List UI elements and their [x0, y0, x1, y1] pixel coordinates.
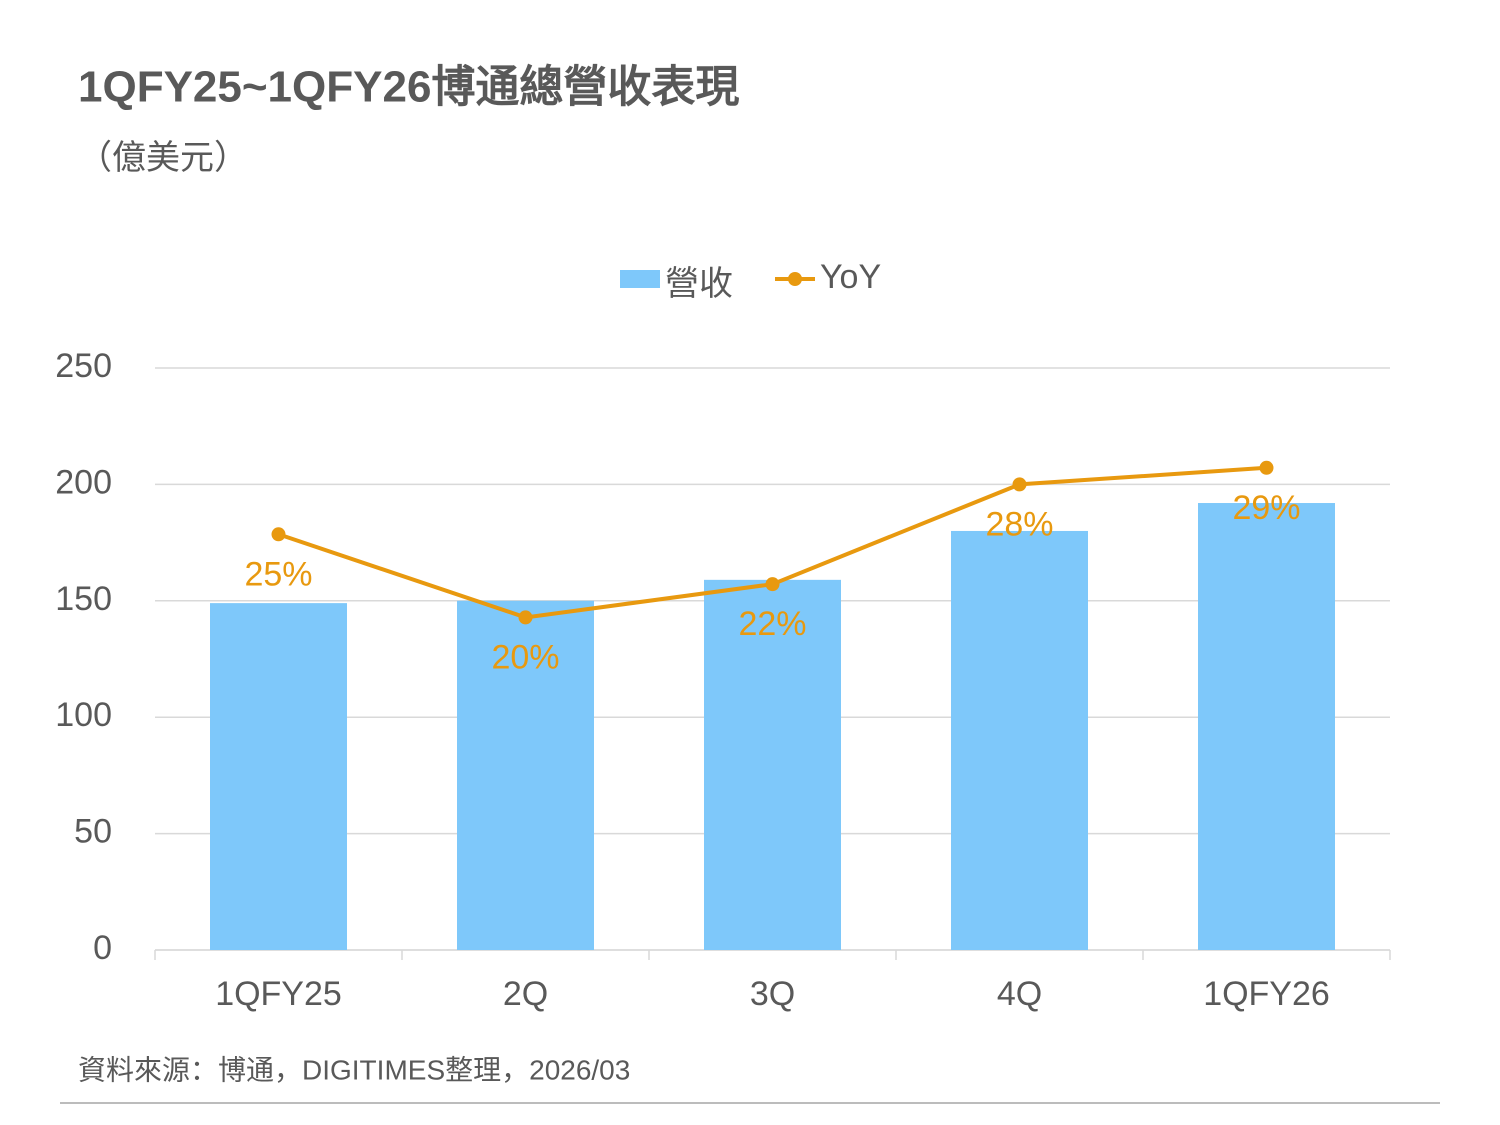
- y-tick-label: 200: [55, 463, 112, 501]
- bar: [1198, 503, 1335, 950]
- bar: [704, 579, 841, 950]
- y-tick-label: 250: [55, 347, 112, 385]
- bar: [210, 603, 347, 950]
- data-label: 20%: [491, 638, 559, 676]
- chart-title: 1QFY25~1QFY26博通總營收表現: [78, 63, 739, 112]
- y-tick-label: 150: [55, 580, 112, 618]
- source-note: 資料來源：博通，DIGITIMES整理，2026/03: [78, 1054, 630, 1085]
- x-tick-label: 3Q: [750, 975, 795, 1013]
- x-tick-label: 1QFY26: [1203, 975, 1330, 1013]
- x-tick-label: 1QFY25: [215, 975, 342, 1013]
- legend-swatch-dot: [788, 272, 802, 286]
- bar: [457, 600, 594, 950]
- bar: [951, 530, 1088, 950]
- data-label: 25%: [244, 555, 312, 593]
- y-tick-label: 0: [93, 929, 112, 967]
- data-label: 22%: [738, 605, 806, 643]
- yoy-point: [1259, 460, 1274, 475]
- legend-label: YoY: [820, 258, 881, 296]
- yoy-point: [271, 527, 286, 542]
- yoy-point: [765, 577, 780, 592]
- y-tick-label: 100: [55, 696, 112, 734]
- x-tick-label: 2Q: [503, 975, 548, 1013]
- yoy-point: [1012, 477, 1027, 492]
- x-tick-label: 4Q: [997, 975, 1042, 1013]
- chart-subtitle: （億美元）: [78, 139, 248, 177]
- y-tick-label: 50: [74, 813, 112, 851]
- yoy-point: [518, 610, 533, 625]
- legend-label: 營收: [665, 265, 733, 303]
- legend-swatch: [620, 270, 660, 288]
- data-label: 28%: [985, 505, 1053, 543]
- data-label: 29%: [1232, 489, 1300, 527]
